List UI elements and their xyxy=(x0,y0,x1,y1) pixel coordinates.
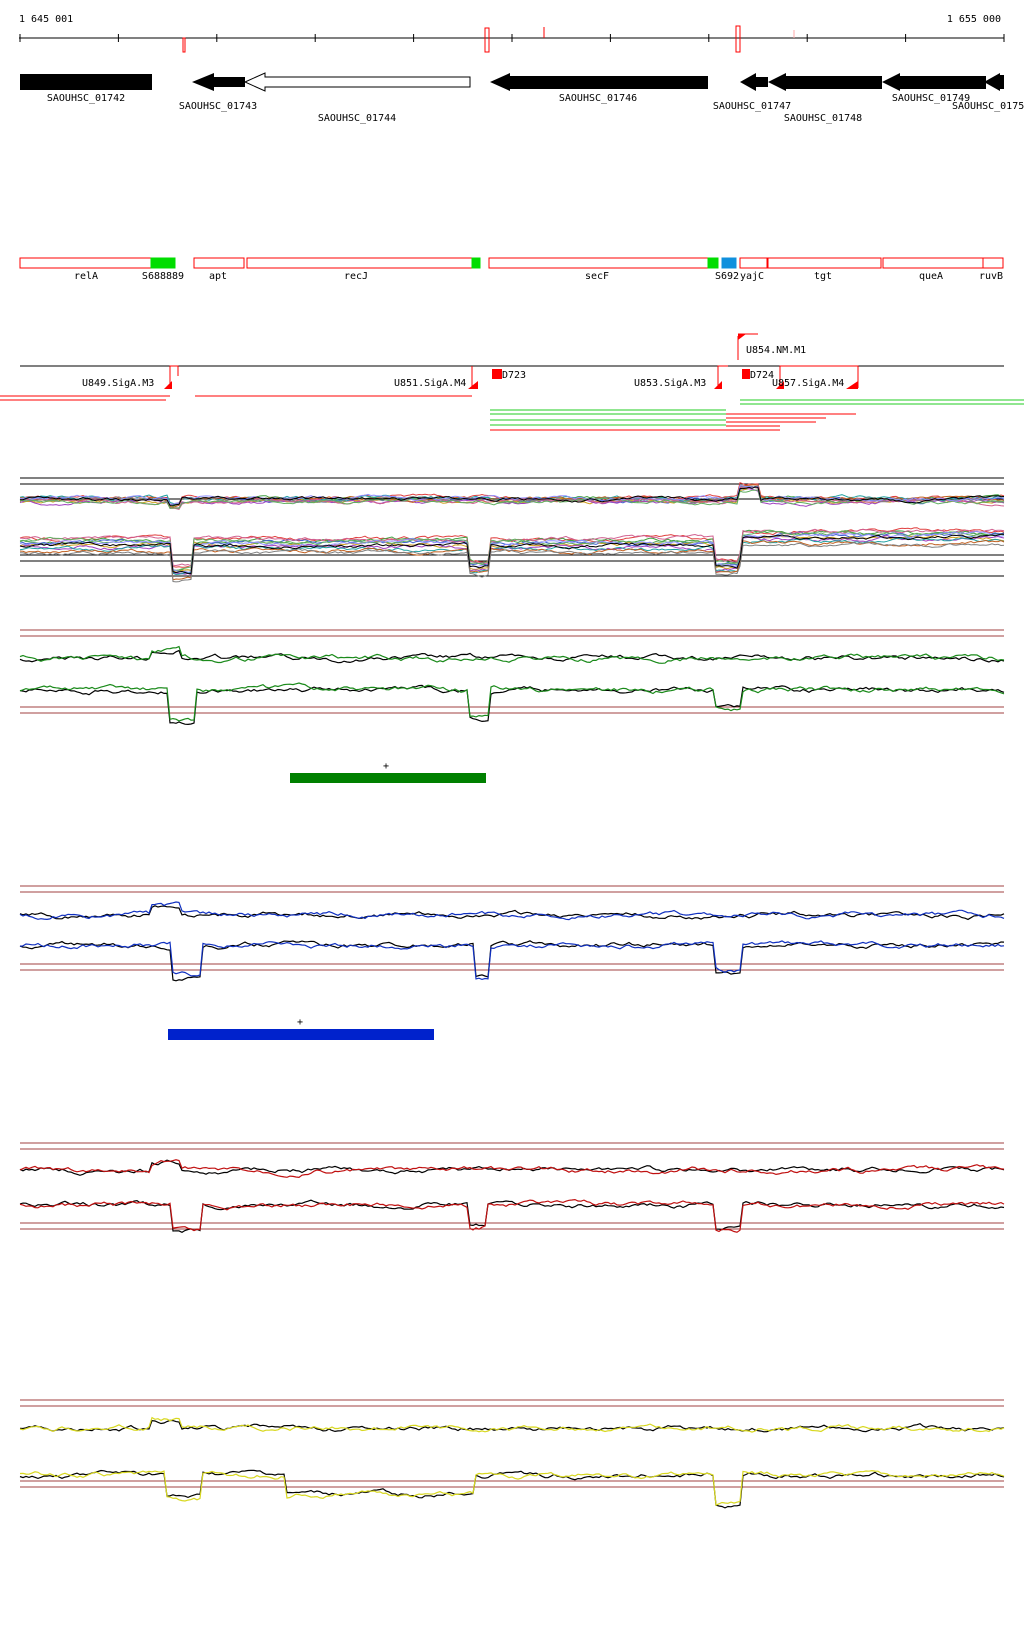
coverage-trace xyxy=(19,1469,1005,1509)
sig-box-blue xyxy=(721,257,737,269)
gene-name-labels: relA S688889 apt recJ secF S692 yajC tgt… xyxy=(74,271,1003,282)
gene-arrow[interactable] xyxy=(243,72,471,92)
gene-box[interactable] xyxy=(193,257,245,269)
gene-box[interactable] xyxy=(19,257,152,269)
locus-tag-label: SAOUHSC_01744 xyxy=(318,113,396,124)
feature-label: U853.SigA.M3 xyxy=(634,378,706,389)
coverage-trace xyxy=(19,1419,1005,1433)
strand-marker: + xyxy=(383,761,389,772)
coverage-trace xyxy=(19,1198,1005,1233)
gene-box[interactable] xyxy=(488,257,709,269)
gene-name-label: apt xyxy=(209,271,227,282)
locus-tag-label: SAOUHSC_01747 xyxy=(713,101,791,112)
strand-marker: + xyxy=(297,1017,303,1028)
gene-name-label: yajC xyxy=(740,271,764,282)
coverage-trace xyxy=(19,940,1005,982)
gene-name-label: queA xyxy=(919,271,943,282)
gene-box[interactable] xyxy=(739,257,768,269)
gene-name-label: ruvB xyxy=(979,271,1003,282)
coverage-trace xyxy=(19,1416,1005,1433)
sig-box-green xyxy=(707,257,719,269)
overview-trace xyxy=(19,529,1005,571)
overview-trace xyxy=(19,533,1005,575)
locus-tag-label: SAOUHSC_0175 xyxy=(952,101,1024,112)
feature-label: D723 xyxy=(502,370,526,381)
gene-arrow[interactable] xyxy=(20,74,152,90)
marker-red xyxy=(182,37,186,53)
gene-name-label: relA xyxy=(74,271,98,282)
feature-track: U849.SigA.M3 U851.SigA.M4 D723 U853.SigA… xyxy=(0,333,1024,431)
gene-name-label: tgt xyxy=(814,271,832,282)
coverage-trace xyxy=(19,645,1005,664)
gene-name-label: secF xyxy=(585,271,609,282)
locus-tag-label: SAOUHSC_01746 xyxy=(559,93,637,104)
gene-box[interactable] xyxy=(767,257,882,269)
feature-label: U849.SigA.M3 xyxy=(82,378,154,389)
marker-red xyxy=(484,27,490,53)
coverage-trace xyxy=(19,1159,1005,1176)
gene-arrow[interactable] xyxy=(768,73,882,91)
overview-trace xyxy=(19,542,1005,583)
region-bar-blue[interactable] xyxy=(168,1029,434,1040)
gene-name-label: S692 xyxy=(715,271,739,282)
gene-arrow[interactable] xyxy=(882,73,986,91)
coordinate-ruler xyxy=(19,25,1005,53)
coverage-trace xyxy=(19,1159,1005,1179)
feature-label: U851.SigA.M4 xyxy=(394,378,466,389)
locus-tag-label: SAOUHSC_01742 xyxy=(47,93,125,104)
green-coverage-panel: + xyxy=(19,629,1005,783)
gene-arrow[interactable] xyxy=(740,73,768,91)
gene-name-label: recJ xyxy=(344,271,368,282)
overview-trace xyxy=(19,537,1005,576)
ruler-start-label: 1 645 001 xyxy=(19,14,74,25)
overview-trace xyxy=(20,486,1005,506)
gene-arrow[interactable] xyxy=(984,73,1000,91)
gene-name-label: S688889 xyxy=(142,271,184,282)
locus-tag-label: SAOUHSC_01743 xyxy=(179,101,257,112)
gene-arrow[interactable] xyxy=(192,73,245,91)
feature-label: D724 xyxy=(750,370,774,381)
overview-expression-track xyxy=(19,477,1005,583)
overview-trace xyxy=(19,534,1005,576)
gene-name-track xyxy=(19,257,1004,269)
coverage-trace xyxy=(19,649,1005,664)
coverage-trace xyxy=(19,1469,1005,1506)
sig-box-green xyxy=(150,257,176,269)
overview-trace xyxy=(19,486,1005,510)
marker-red xyxy=(735,25,741,53)
coverage-trace xyxy=(19,682,1005,722)
coverage-trace xyxy=(19,901,1005,921)
blue-coverage-panel: + xyxy=(19,885,1005,1040)
feature-label: U854.NM.M1 xyxy=(746,345,806,356)
gene-box[interactable] xyxy=(982,257,1004,269)
gene-track: SAOUHSC_01742 SAOUHSC_01743 SAOUHSC_0174… xyxy=(20,72,1024,124)
gene-box[interactable] xyxy=(246,257,473,269)
gene-arrow[interactable] xyxy=(490,73,708,91)
gene-box[interactable] xyxy=(882,257,984,269)
locus-tag-label: SAOUHSC_01749 xyxy=(892,93,970,104)
ruler-end-label: 1 655 000 xyxy=(946,14,1001,25)
feature-label: U857.SigA.M4 xyxy=(772,378,844,389)
sig-box-green xyxy=(471,257,481,269)
locus-tag-label: SAOUHSC_01748 xyxy=(784,113,862,124)
overview-trace xyxy=(19,489,1005,509)
red-coverage-panel xyxy=(19,1142,1005,1233)
region-bar-green[interactable] xyxy=(290,773,486,783)
coverage-trace xyxy=(19,940,1005,981)
yellow-coverage-panel xyxy=(19,1399,1005,1509)
